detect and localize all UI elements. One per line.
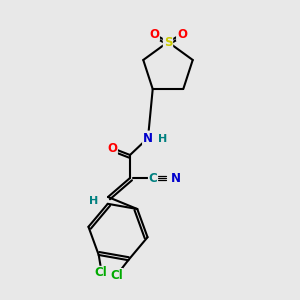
Text: N: N (171, 172, 181, 184)
Text: Cl: Cl (110, 269, 123, 282)
Text: H: H (158, 134, 167, 144)
Text: C: C (148, 172, 158, 184)
Text: S: S (164, 35, 172, 49)
Text: N: N (143, 131, 153, 145)
Text: O: O (177, 28, 187, 40)
Text: O: O (149, 28, 159, 40)
Text: Cl: Cl (94, 266, 107, 280)
Text: O: O (107, 142, 117, 154)
Text: H: H (89, 196, 98, 206)
